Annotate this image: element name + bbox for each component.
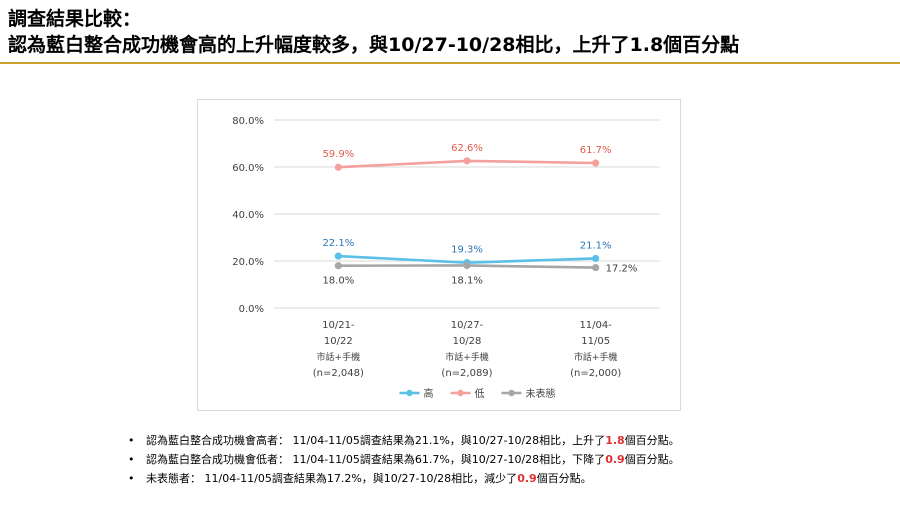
summary-highlight: 1.8 bbox=[605, 434, 625, 447]
page-title: 調查結果比較： 認為藍白整合成功機會高的上升幅度較多，與10/27-10/28相… bbox=[8, 6, 739, 58]
summary-list: • 認為藍白整合成功機會高者： 11/04-11/05調查結果為21.1%，與10… bbox=[128, 431, 680, 488]
y-tick-label: 80.0% bbox=[232, 116, 264, 127]
data-point bbox=[334, 262, 342, 270]
x-tick-label: (n=2,048) bbox=[313, 368, 364, 379]
data-point bbox=[592, 159, 600, 167]
x-tick-label: (n=2,000) bbox=[570, 368, 621, 379]
data-point bbox=[592, 254, 600, 263]
x-tick-label: 11/04- bbox=[579, 320, 612, 331]
summary-suffix: 個百分點。 bbox=[536, 472, 592, 485]
bullet-marker: • bbox=[128, 434, 135, 447]
data-label: 19.3% bbox=[451, 245, 483, 256]
summary-item: • 認為藍白整合成功機會低者： 11/04-11/05調查結果為61.7%，與10… bbox=[128, 450, 680, 469]
summary-suffix: 個百分點。 bbox=[624, 434, 680, 447]
data-label: 17.2% bbox=[606, 264, 638, 275]
data-point bbox=[592, 263, 600, 272]
legend-marker bbox=[508, 389, 515, 397]
bullet-marker: • bbox=[128, 453, 135, 466]
x-tick-label: 市話+手機 bbox=[445, 351, 489, 363]
legend-label: 低 bbox=[475, 387, 485, 400]
summary-highlight: 0.9 bbox=[605, 453, 625, 466]
x-tick-label: 10/21- bbox=[322, 320, 355, 331]
data-point bbox=[334, 163, 342, 171]
summary-text: 未表態者： 11/04-11/05調查結果為17.2%，與10/27-10/28… bbox=[146, 472, 518, 485]
data-label: 18.1% bbox=[451, 275, 483, 286]
data-point bbox=[463, 261, 471, 270]
legend-marker bbox=[406, 389, 413, 397]
summary-text: 認為藍白整合成功機會低者： 11/04-11/05調查結果為61.7%，與10/… bbox=[146, 453, 606, 466]
data-label: 61.7% bbox=[580, 145, 612, 156]
data-label: 59.9% bbox=[322, 149, 354, 160]
legend-label: 未表態 bbox=[526, 387, 556, 400]
summary-suffix: 個百分點。 bbox=[624, 453, 680, 466]
x-tick-label: 10/22 bbox=[324, 336, 353, 347]
title-divider bbox=[0, 62, 900, 64]
x-tick-label: 市話+手機 bbox=[317, 351, 361, 363]
data-point bbox=[463, 157, 471, 165]
data-label: 21.1% bbox=[580, 240, 612, 251]
legend-marker bbox=[457, 389, 464, 397]
data-label: 22.1% bbox=[322, 238, 354, 249]
y-tick-label: 60.0% bbox=[232, 163, 264, 174]
summary-item: • 未表態者： 11/04-11/05調查結果為17.2%，與10/27-10/2… bbox=[128, 469, 680, 488]
data-label: 18.0% bbox=[322, 276, 354, 287]
bullet-marker: • bbox=[128, 472, 135, 485]
line-chart: 0.0% 20.0% 40.0% 60.0% 80.0% 10/21- 10/22 市話+手機… bbox=[232, 116, 660, 400]
x-tick-label: 10/27- bbox=[451, 320, 484, 331]
line-chart-panel: 0.0% 20.0% 40.0% 60.0% 80.0% 10/21- 10/22 市話+手機… bbox=[197, 99, 681, 411]
data-label: 62.6% bbox=[451, 143, 483, 154]
summary-item: • 認為藍白整合成功機會高者： 11/04-11/05調查結果為21.1%，與10… bbox=[128, 431, 680, 450]
y-tick-label: 0.0% bbox=[239, 304, 264, 315]
summary-text: 認為藍白整合成功機會高者： 11/04-11/05調查結果為21.1%，與10/… bbox=[146, 434, 606, 447]
legend-label: 高 bbox=[424, 387, 434, 400]
x-tick-label: 10/28 bbox=[453, 336, 482, 347]
x-tick-label: 市話+手機 bbox=[574, 351, 618, 363]
y-tick-label: 40.0% bbox=[232, 210, 264, 221]
x-tick-label: (n=2,089) bbox=[441, 368, 492, 379]
data-point bbox=[334, 252, 342, 260]
title-line-2: 認為藍白整合成功機會高的上升幅度較多，與10/27-10/28相比，上升了1.8… bbox=[8, 34, 740, 56]
summary-highlight: 0.9 bbox=[517, 472, 537, 485]
title-line-1: 調查結果比較： bbox=[8, 8, 142, 30]
x-tick-label: 11/05 bbox=[581, 336, 610, 347]
y-tick-label: 20.0% bbox=[232, 257, 264, 268]
